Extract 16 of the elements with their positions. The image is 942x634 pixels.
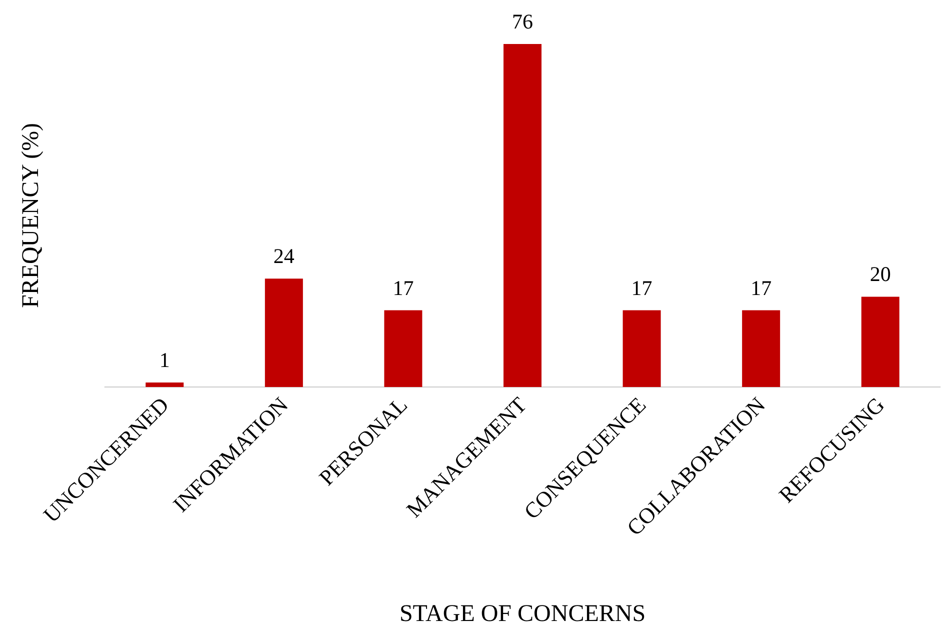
bar bbox=[384, 310, 422, 387]
data-label: 17 bbox=[750, 276, 772, 300]
bar bbox=[861, 296, 900, 387]
x-axis-title: STAGE OF CONCERNS bbox=[399, 601, 646, 627]
data-label: 17 bbox=[392, 276, 414, 300]
y-axis-title: FREQUENCY (%) bbox=[18, 122, 44, 308]
bar bbox=[264, 278, 303, 387]
data-label: 17 bbox=[631, 276, 652, 300]
data-label: 24 bbox=[273, 244, 295, 268]
bar bbox=[146, 382, 184, 387]
data-label: 1 bbox=[159, 348, 170, 372]
data-label: 76 bbox=[512, 10, 533, 34]
bar bbox=[622, 310, 661, 387]
bar bbox=[742, 310, 780, 387]
data-label: 20 bbox=[870, 262, 891, 286]
bar bbox=[504, 44, 542, 387]
